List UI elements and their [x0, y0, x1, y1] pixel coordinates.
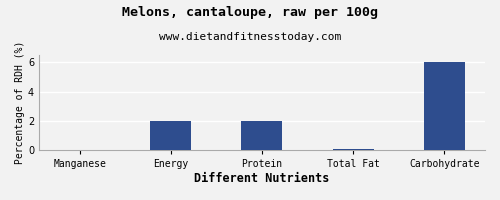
- Bar: [332, 149, 374, 150]
- Bar: [150, 121, 192, 150]
- Text: Melons, cantaloupe, raw per 100g: Melons, cantaloupe, raw per 100g: [122, 6, 378, 19]
- Bar: [424, 62, 465, 150]
- X-axis label: Different Nutrients: Different Nutrients: [194, 172, 330, 185]
- Text: www.dietandfitnesstoday.com: www.dietandfitnesstoday.com: [159, 32, 341, 42]
- Y-axis label: Percentage of RDH (%): Percentage of RDH (%): [15, 41, 25, 164]
- Bar: [242, 121, 282, 150]
